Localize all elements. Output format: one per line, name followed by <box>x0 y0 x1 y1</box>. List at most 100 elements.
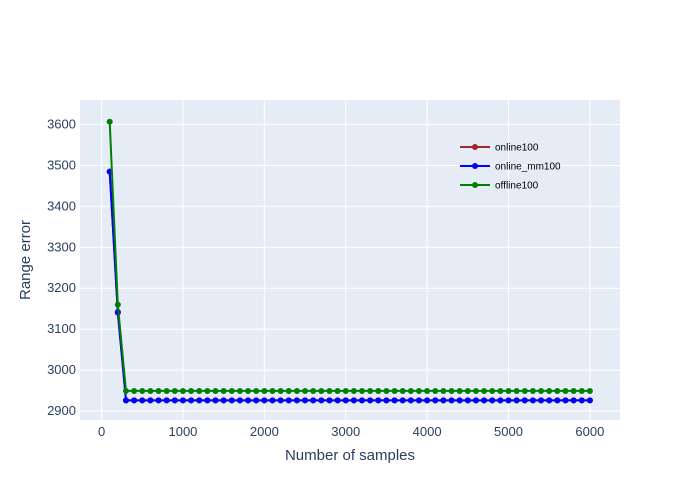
data-point-offline100 <box>342 387 349 394</box>
y-tick-label: 3100 <box>47 321 76 336</box>
legend-swatch-marker <box>472 182 478 188</box>
data-point-online_mm100 <box>220 397 227 404</box>
x-tick-labels: 0 1000 2000 3000 4000 5000 6000 <box>98 424 604 439</box>
data-point-offline100 <box>554 387 561 394</box>
data-point-online_mm100 <box>350 397 357 404</box>
data-point-offline100 <box>293 387 300 394</box>
legend-item-online_mm100[interactable]: online_mm100 <box>460 162 561 173</box>
data-point-offline100 <box>310 387 317 394</box>
data-point-online_mm100 <box>399 397 406 404</box>
data-point-online_mm100 <box>228 397 235 404</box>
y-tick-label: 3400 <box>47 198 76 213</box>
data-point-offline100 <box>302 387 309 394</box>
data-point-offline100 <box>318 387 325 394</box>
legend-swatch-marker <box>472 144 478 150</box>
y-tick-label: 3500 <box>47 157 76 172</box>
x-tick-label: 2000 <box>250 424 279 439</box>
data-point-online_mm100 <box>489 397 496 404</box>
data-point-offline100 <box>472 387 479 394</box>
grid-lines <box>80 100 620 420</box>
data-point-offline100 <box>179 387 186 394</box>
legend-label: online_mm100 <box>495 162 561 173</box>
data-point-online_mm100 <box>261 397 268 404</box>
data-point-offline100 <box>481 387 488 394</box>
data-point-online_mm100 <box>415 397 422 404</box>
data-point-online_mm100 <box>277 397 284 404</box>
y-axis-title: Range error <box>17 220 34 300</box>
y-tick-label: 3600 <box>47 117 76 132</box>
data-point-offline100 <box>131 387 138 394</box>
data-point-offline100 <box>277 387 284 394</box>
x-axis-title: Number of samples <box>285 447 415 464</box>
x-tick-label: 3000 <box>331 424 360 439</box>
data-point-online_mm100 <box>245 397 252 404</box>
data-point-offline100 <box>359 387 366 394</box>
data-point-online_mm100 <box>505 397 512 404</box>
data-point-online_mm100 <box>236 397 243 404</box>
data-point-offline100 <box>350 387 357 394</box>
data-point-online_mm100 <box>310 397 317 404</box>
data-point-online_mm100 <box>383 397 390 404</box>
data-point-offline100 <box>334 387 341 394</box>
data-point-offline100 <box>432 387 439 394</box>
legend-label: online100 <box>495 143 539 154</box>
data-point-online_mm100 <box>326 397 333 404</box>
data-point-online_mm100 <box>424 397 431 404</box>
data-point-online_mm100 <box>163 397 170 404</box>
data-point-offline100 <box>391 387 398 394</box>
data-point-offline100 <box>448 387 455 394</box>
data-point-online_mm100 <box>147 397 154 404</box>
data-point-online_mm100 <box>513 397 520 404</box>
data-point-offline100 <box>204 387 211 394</box>
data-point-offline100 <box>212 387 219 394</box>
data-point-offline100 <box>578 387 585 394</box>
data-point-online_mm100 <box>432 397 439 404</box>
data-point-offline100 <box>228 387 235 394</box>
series-offline100 <box>106 118 593 394</box>
legend: online100 online_mm100 offline100 <box>460 143 561 192</box>
data-point-offline100 <box>253 387 260 394</box>
data-point-online_mm100 <box>586 397 593 404</box>
y-tick-label: 3300 <box>47 239 76 254</box>
data-point-online_mm100 <box>188 397 195 404</box>
data-point-online_mm100 <box>391 397 398 404</box>
y-tick-label: 2900 <box>47 403 76 418</box>
data-point-online_mm100 <box>578 397 585 404</box>
data-point-online_mm100 <box>334 397 341 404</box>
data-point-offline100 <box>415 387 422 394</box>
data-point-online_mm100 <box>318 397 325 404</box>
data-point-offline100 <box>245 387 252 394</box>
data-point-offline100 <box>521 387 528 394</box>
data-point-offline100 <box>155 387 162 394</box>
y-tick-labels: 2900 3000 3100 3200 3300 3400 3500 3600 <box>47 117 76 418</box>
data-point-offline100 <box>440 387 447 394</box>
data-point-online_mm100 <box>293 397 300 404</box>
data-point-offline100 <box>546 387 553 394</box>
y-tick-label: 3200 <box>47 280 76 295</box>
data-point-online_mm100 <box>570 397 577 404</box>
x-tick-label: 0 <box>98 424 105 439</box>
data-point-offline100 <box>326 387 333 394</box>
data-point-online_mm100 <box>196 397 203 404</box>
x-tick-label: 4000 <box>413 424 442 439</box>
data-point-offline100 <box>220 387 227 394</box>
legend-item-online100[interactable]: online100 <box>460 143 539 154</box>
data-point-online_mm100 <box>440 397 447 404</box>
data-point-online_mm100 <box>179 397 186 404</box>
data-point-online_mm100 <box>464 397 471 404</box>
legend-label: offline100 <box>495 181 539 192</box>
data-point-offline100 <box>464 387 471 394</box>
legend-item-offline100[interactable]: offline100 <box>460 181 539 192</box>
data-point-offline100 <box>375 387 382 394</box>
series-group <box>106 118 593 404</box>
data-point-offline100 <box>570 387 577 394</box>
data-point-online_mm100 <box>554 397 561 404</box>
data-point-online_mm100 <box>521 397 528 404</box>
data-point-offline100 <box>456 387 463 394</box>
x-tick-label: 5000 <box>494 424 523 439</box>
data-point-offline100 <box>285 387 292 394</box>
data-point-online_mm100 <box>131 397 138 404</box>
data-point-offline100 <box>261 387 268 394</box>
data-point-online_mm100 <box>497 397 504 404</box>
data-point-online_mm100 <box>122 397 129 404</box>
